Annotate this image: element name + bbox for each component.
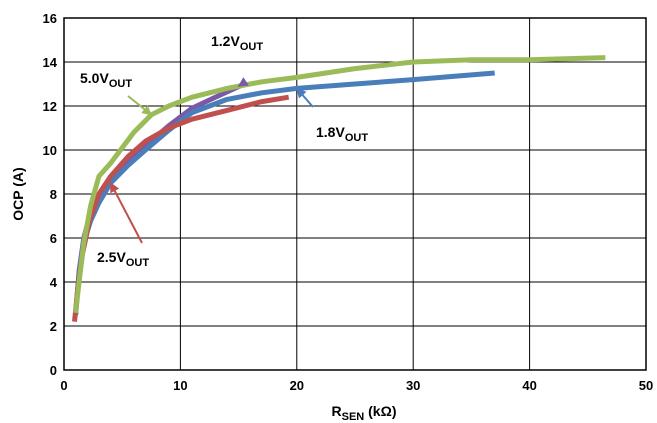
y-tick-label: 14 [43,55,58,70]
x-tick-label: 40 [522,378,536,393]
x-tick-label: 0 [60,378,67,393]
annotation-1v2-out: 1.2VOUT [211,33,263,88]
annotation-label-1v2: 1.2VOUT [211,33,263,53]
annotation-2v5-out: 2.5VOUT [97,182,149,269]
x-tick-labels: 0 10 20 30 40 50 [60,378,653,393]
x-tick-label: 20 [290,378,304,393]
annotation-arrow-1v8 [296,87,314,108]
x-tick-label: 50 [639,378,653,393]
annotation-arrow-1v2 [237,77,249,88]
series-line-2v5v-out [72,94,290,322]
x-axis-title-subscript: SEN [342,411,365,423]
y-tick-label: 10 [43,143,57,158]
x-axis-title: RSEN (kΩ) [332,403,397,423]
x-axis-title-unit: (kΩ) [364,403,396,419]
annotation-label-1v8: 1.8VOUT [316,124,368,144]
series-annotations: 1.2VOUT 5.0VOUT 1.8VOUT 2.5VOUT [80,33,368,269]
x-axis-title-main: R [332,403,342,419]
annotation-arrow-2v5 [109,182,143,244]
annotation-5v0-out: 5.0VOUT [80,70,153,116]
annotation-arrow-5v0 [127,95,153,116]
y-tick-label: 2 [50,319,57,334]
series-lines [72,55,606,322]
y-tick-label: 16 [43,11,57,26]
y-tick-label: 6 [50,231,57,246]
annotation-label-5v0: 5.0VOUT [80,70,132,90]
y-tick-label: 0 [50,363,57,378]
x-tick-label: 10 [173,378,187,393]
x-tick-label: 30 [406,378,420,393]
annotation-label-2v5: 2.5VOUT [97,249,149,269]
y-axis-title: OCP (A) [10,167,26,220]
y-tick-labels: 0 2 4 6 8 10 12 14 16 [43,11,58,378]
y-tick-label: 8 [50,187,57,202]
plot-area-frame [63,17,647,371]
series-line-5v0v-out [73,55,606,314]
annotation-1v8-out: 1.8VOUT [296,87,368,144]
y-tick-label: 4 [50,275,58,290]
y-tick-label: 12 [43,99,57,114]
